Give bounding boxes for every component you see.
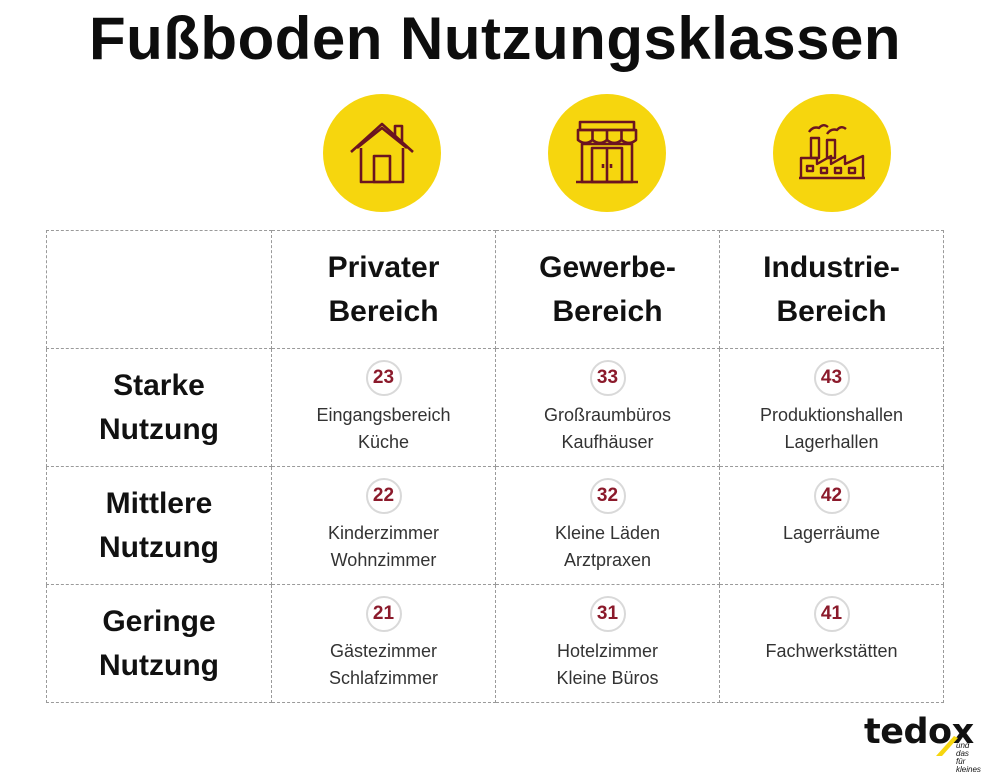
corner-cell [46, 230, 272, 349]
usage-example: Eingangsbereich [316, 404, 451, 425]
usage-example: Kleine Läden [554, 522, 661, 543]
factory-icon [799, 124, 865, 180]
row-header-line: Nutzung [99, 530, 219, 564]
usage-example: Kleine Büros [556, 667, 659, 688]
row-header-low: Geringe Nutzung [46, 584, 272, 703]
usage-class-table: Privater Bereich Gewerbe- Bereich Industri… [46, 230, 944, 703]
usage-example: Lagerhallen [784, 431, 879, 452]
column-header-line: Bereich [776, 294, 887, 328]
class-number-badge: 32 [589, 477, 626, 514]
column-header-line: Bereich [328, 294, 439, 328]
row-header-strong: Starke Nutzung [46, 348, 272, 467]
row-header-line: Mittlere [105, 486, 213, 520]
usage-example: Fachwerkstätten [765, 640, 898, 661]
logo-tagline-line: für kleines [956, 757, 981, 774]
class-number-badge: 31 [589, 595, 626, 632]
row-header-line: Starke [113, 368, 205, 402]
class-number-badge: 23 [365, 359, 402, 396]
house-icon [350, 122, 414, 184]
usage-example: Gästezimmer [329, 640, 437, 661]
usage-example: Großraumbüros [543, 404, 672, 425]
table-row: Starke Nutzung 23 Eingangsbereich Küche 33… [46, 348, 944, 467]
swoosh-icon [936, 736, 958, 756]
logo-tagline: und das für kleines [956, 742, 984, 774]
usage-example: Hotelzimmer [556, 640, 658, 661]
class-cell: 41 Fachwerkstätten [719, 584, 944, 703]
column-header-line: Privater [327, 250, 440, 284]
usage-example: Schlafzimmer [328, 667, 439, 688]
shop-icon-badge [548, 94, 666, 212]
house-icon-badge [323, 94, 441, 212]
class-cell: 43 Produktionshallen Lagerhallen [719, 348, 944, 467]
class-cell: 23 Eingangsbereich Küche [271, 348, 496, 467]
class-cell: 32 Kleine Läden Arztpraxen [495, 466, 720, 585]
usage-example: Küche [357, 431, 410, 452]
column-header-line: Bereich [552, 294, 663, 328]
row-header-line: Nutzung [99, 648, 219, 682]
table-row: Geringe Nutzung 21 Gästezimmer Schlafzimme… [46, 584, 944, 703]
usage-example: Lagerräume [782, 522, 881, 543]
usage-example: Kaufhäuser [561, 431, 654, 452]
row-header-line: Nutzung [99, 412, 219, 446]
column-header-line: Industrie- [763, 250, 900, 284]
class-cell: 31 Hotelzimmer Kleine Büros [495, 584, 720, 703]
logo-tagline-line: und das [956, 741, 970, 758]
brand-logo: tedox und das für kleines [864, 712, 984, 774]
table-row: Mittlere Nutzung 22 Kinderzimmer Wohnzimme… [46, 466, 944, 585]
row-header-medium: Mittlere Nutzung [46, 466, 272, 585]
factory-icon-badge [773, 94, 891, 212]
shop-icon [576, 120, 638, 184]
class-cell: 21 Gästezimmer Schlafzimmer [271, 584, 496, 703]
class-number-badge: 33 [589, 359, 626, 396]
column-header-commercial: Gewerbe- Bereich [495, 230, 720, 349]
page-title: Fußboden Nutzungsklassen [88, 5, 902, 72]
row-header-line: Geringe [102, 604, 216, 638]
class-cell: 33 Großraumbüros Kaufhäuser [495, 348, 720, 467]
class-cell: 42 Lagerräume [719, 466, 944, 585]
class-number-badge: 22 [365, 477, 402, 514]
usage-example: Wohnzimmer [330, 549, 437, 570]
class-cell: 22 Kinderzimmer Wohnzimmer [271, 466, 496, 585]
usage-example: Arztpraxen [563, 549, 652, 570]
column-header-industrial: Industrie- Bereich [719, 230, 944, 349]
logo-wordmark: tedox [864, 712, 974, 752]
class-number-badge: 43 [813, 359, 850, 396]
column-header-private: Privater Bereich [271, 230, 496, 349]
column-header-line: Gewerbe- [539, 250, 676, 284]
usage-example: Kinderzimmer [327, 522, 440, 543]
class-number-badge: 21 [365, 595, 402, 632]
usage-example: Produktionshallen [759, 404, 904, 425]
header-row: Privater Bereich Gewerbe- Bereich Industri… [46, 230, 944, 349]
class-number-badge: 42 [813, 477, 850, 514]
class-number-badge: 41 [813, 595, 850, 632]
